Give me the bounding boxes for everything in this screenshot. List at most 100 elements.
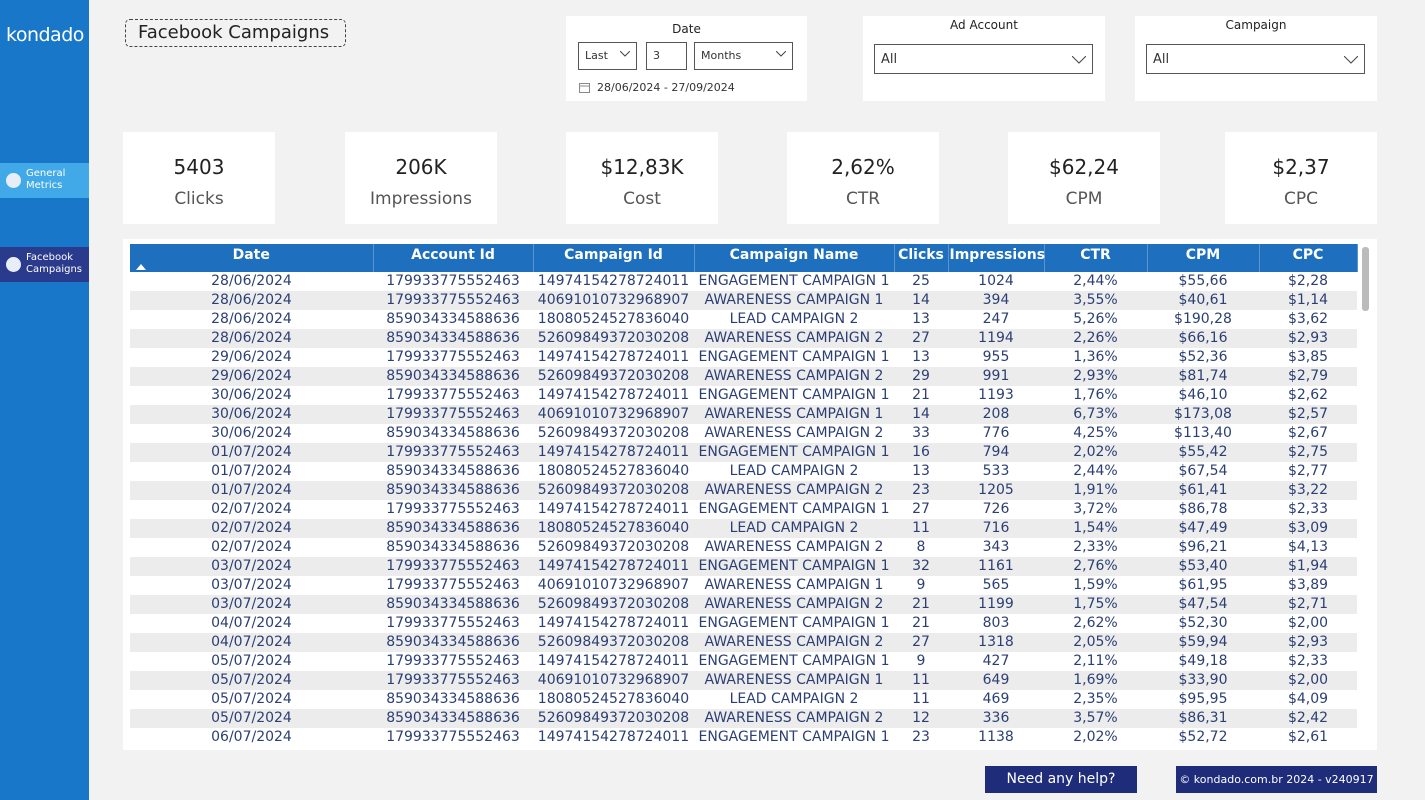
sidebar: kondado General Metrics Facebook Campaig…: [0, 0, 89, 800]
table-cell: 1,75%: [1044, 595, 1147, 614]
nav-item[interactable]: General Metrics: [0, 163, 89, 198]
table-cell: 2,44%: [1044, 462, 1147, 481]
ad-account-filter: Ad Account All: [863, 16, 1105, 101]
column-header[interactable]: Campaign Id: [533, 244, 694, 272]
table-cell: $3,89: [1259, 576, 1357, 595]
table-cell: 02/07/2024: [130, 538, 373, 557]
table-cell: 859034334588636: [373, 595, 533, 614]
column-header[interactable]: CTR: [1044, 244, 1147, 272]
table-cell: $47,54: [1147, 595, 1259, 614]
table-cell: $67,54: [1147, 462, 1259, 481]
table-cell: 30/06/2024: [130, 405, 373, 424]
select[interactable]: All: [1146, 44, 1365, 74]
table-cell: ENGAGEMENT CAMPAIGN 1: [694, 348, 894, 367]
table-cell: AWARENESS CAMPAIGN 1: [694, 576, 894, 595]
table-row: 05/07/2024179933775552463149741542787240…: [130, 652, 1357, 671]
table-cell: 18080524527836040: [533, 310, 694, 329]
data-table: DateAccount IdCampaign IdCampaign NameCl…: [130, 244, 1358, 747]
column-header[interactable]: Account Id: [373, 244, 533, 272]
table-cell: $49,18: [1147, 652, 1259, 671]
table-cell: 11: [894, 519, 948, 538]
table-cell: 179933775552463: [373, 348, 533, 367]
table-row: 03/07/2024859034334588636526098493720302…: [130, 595, 1357, 614]
table-cell: 03/07/2024: [130, 576, 373, 595]
table-cell: 2,93%: [1044, 367, 1147, 386]
kpi-value: 206K: [345, 155, 497, 179]
kpi-label: CTR: [787, 189, 939, 209]
table-cell: 1318: [948, 633, 1044, 652]
table-cell: ENGAGEMENT CAMPAIGN 1: [694, 652, 894, 671]
column-header[interactable]: Clicks: [894, 244, 948, 272]
table-row: 01/07/2024179933775552463149741542787240…: [130, 443, 1357, 462]
chevron: [1072, 56, 1086, 64]
table-cell: 16: [894, 443, 948, 462]
column-header[interactable]: Impressions: [948, 244, 1044, 272]
table-row: 30/06/2024179933775552463149741542787240…: [130, 386, 1357, 405]
count-input[interactable]: 3: [646, 42, 687, 70]
table-cell: 726: [948, 500, 1044, 519]
table-cell: 29: [894, 367, 948, 386]
table-cell: AWARENESS CAMPAIGN 2: [694, 709, 894, 728]
kpi-label: Clicks: [123, 189, 275, 209]
unit-select[interactable]: Months: [694, 42, 793, 70]
table-cell: 28/06/2024: [130, 272, 373, 291]
table-cell: 52609849372030208: [533, 709, 694, 728]
table-cell: $46,10: [1147, 386, 1259, 405]
table-cell: 179933775552463: [373, 291, 533, 310]
table-row: 05/07/2024859034334588636526098493720302…: [130, 709, 1357, 728]
table-cell: 859034334588636: [373, 690, 533, 709]
column-header[interactable]: CPM: [1147, 244, 1259, 272]
table-cell: $52,30: [1147, 614, 1259, 633]
table-cell: ENGAGEMENT CAMPAIGN 1: [694, 728, 894, 747]
table-cell: $3,62: [1259, 310, 1357, 329]
select-value: Months: [701, 49, 741, 62]
table-cell: $86,78: [1147, 500, 1259, 519]
column-header[interactable]: CPC: [1259, 244, 1357, 272]
table-cell: AWARENESS CAMPAIGN 2: [694, 424, 894, 443]
table-cell: 776: [948, 424, 1044, 443]
table-cell: $3,09: [1259, 519, 1357, 538]
table-cell: $3,85: [1259, 348, 1357, 367]
table-cell: $53,40: [1147, 557, 1259, 576]
table-cell: $3,22: [1259, 481, 1357, 500]
table-row: 02/07/2024859034334588636526098493720302…: [130, 538, 1357, 557]
table-cell: ENGAGEMENT CAMPAIGN 1: [694, 614, 894, 633]
header-row: DateAccount IdCampaign IdCampaign NameCl…: [130, 244, 1357, 272]
table-cell: AWARENESS CAMPAIGN 2: [694, 367, 894, 386]
table-cell: $2,33: [1259, 500, 1357, 519]
select[interactable]: All: [874, 44, 1093, 74]
scrollbar[interactable]: [1362, 247, 1369, 311]
mode-select[interactable]: Last: [578, 42, 637, 70]
table-cell: 40691010732968907: [533, 291, 694, 310]
table-cell: $55,42: [1147, 443, 1259, 462]
nav-label: Facebook Campaigns: [26, 252, 82, 275]
table-cell: AWARENESS CAMPAIGN 2: [694, 595, 894, 614]
table-cell: 179933775552463: [373, 728, 533, 747]
table-cell: AWARENESS CAMPAIGN 1: [694, 405, 894, 424]
table-row: 29/06/2024179933775552463149741542787240…: [130, 348, 1357, 367]
nav-item[interactable]: Facebook Campaigns: [0, 247, 89, 282]
column-header[interactable]: Date: [130, 244, 373, 272]
table-cell: 2,76%: [1044, 557, 1147, 576]
table-cell: $40,61: [1147, 291, 1259, 310]
table-cell: LEAD CAMPAIGN 2: [694, 310, 894, 329]
table-cell: $52,72: [1147, 728, 1259, 747]
table-row: 29/06/2024859034334588636526098493720302…: [130, 367, 1357, 386]
table-cell: 12: [894, 709, 948, 728]
table-cell: 05/07/2024: [130, 709, 373, 728]
table-cell: 247: [948, 310, 1044, 329]
table-cell: 955: [948, 348, 1044, 367]
table-cell: 9: [894, 576, 948, 595]
table-cell: 859034334588636: [373, 310, 533, 329]
table-cell: 14974154278724011: [533, 614, 694, 633]
kpi-card: $12,83KCost: [566, 132, 718, 224]
filter-label: Date: [566, 22, 807, 36]
help-button[interactable]: Need any help?: [985, 766, 1137, 793]
table-cell: 14: [894, 405, 948, 424]
column-header[interactable]: Campaign Name: [694, 244, 894, 272]
table-cell: 11: [894, 671, 948, 690]
copyright: © kondado.com.br 2024 - v240917: [1176, 766, 1377, 793]
table-cell: 179933775552463: [373, 557, 533, 576]
table-cell: 30/06/2024: [130, 424, 373, 443]
table-cell: 859034334588636: [373, 519, 533, 538]
